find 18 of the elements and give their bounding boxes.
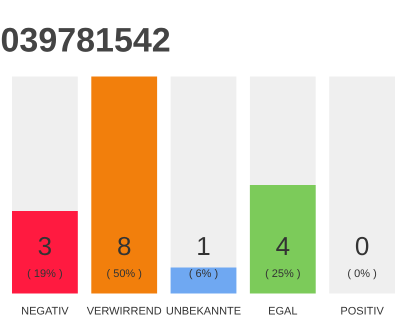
annotation: 8: [116, 230, 132, 261]
data-label: ( 6% ): [188, 268, 218, 280]
x-tick-label: EGAL: [268, 306, 298, 318]
data-label: ( 25% ): [265, 268, 301, 280]
bar: [91, 76, 158, 294]
data-label: ( 19% ): [27, 268, 63, 280]
x-tick-label: UNBEKANNTE: [166, 306, 242, 318]
annotation: 3: [38, 230, 52, 261]
annotation: 1: [196, 230, 211, 261]
x-tick-label: VERWIRREND: [86, 306, 162, 318]
bar: [170, 267, 236, 294]
x-tick-label: POSITIV: [340, 306, 384, 318]
data-label: ( 50% ): [106, 268, 142, 280]
x-tick-label: NEGATIV: [21, 306, 70, 318]
data-label: ( 0% ): [347, 268, 377, 280]
chart-title: 039781542: [0, 22, 171, 60]
annotation: 0: [354, 230, 370, 261]
annotation: 4: [276, 230, 290, 261]
